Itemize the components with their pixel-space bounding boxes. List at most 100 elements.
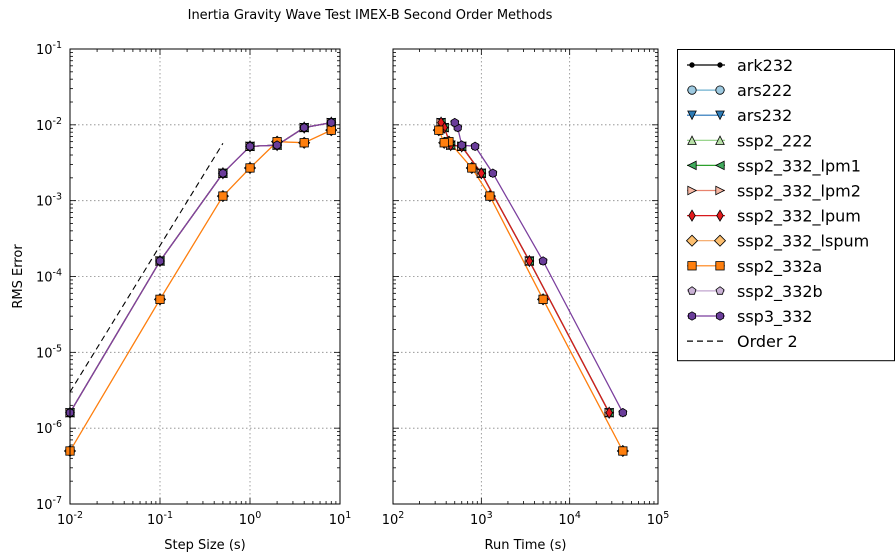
legend-marker [687,286,697,295]
legend-label: ssp2_332a [737,257,822,277]
series-line-ssp2-332-lpum [70,122,332,413]
x-tick-label: 100 [239,510,262,528]
data-point-ssp3-332 [300,122,309,133]
legend-entry: Order 2 [687,332,798,351]
legend-entry: ssp2_222 [687,131,813,151]
legend-marker [687,135,697,145]
plot-panel-1: 10-2 10-1 100 101 10-7 10-6 10-5 10-4 10-3 10-2 10… [11,40,351,553]
y-tick-label: 10-7 [36,495,62,513]
data-point-ssp2-332a [218,191,228,201]
x-tick-label: 10-2 [57,510,83,528]
legend-label: ssp3_332 [737,307,813,327]
legend-marker [715,110,725,121]
legend-entry: ssp2_332a [687,257,822,277]
series-line-ars222 [70,122,332,413]
axes-frame [69,48,341,505]
x-tick-label: 102 [382,510,405,528]
data-point-ssp3-332 [155,256,165,266]
legend-marker [715,85,725,95]
series-line-ark232 [440,122,610,413]
y-tick-label: 10-6 [36,419,62,437]
y-tick-label: 10-5 [36,343,62,361]
legend-entry: ars222 [687,81,792,100]
legend-marker [687,261,697,271]
legend-entry: ssp3_332 [687,307,813,327]
chart-title: Inertia Gravity Wave Test IMEX-B Second … [188,8,553,23]
series-line-ssp3-332 [454,122,624,413]
legend-marker [687,185,698,196]
series-line-ars222 [440,122,610,413]
data-area [70,122,332,452]
series-line-ssp3-332 [70,122,332,413]
axes-frame [392,48,659,505]
x-axis-label: Step Size (s) [164,538,245,553]
legend-marker [715,286,725,295]
legend-marker [715,261,725,271]
data-point-ssp2-332a [245,163,255,173]
y-tick-label: 10-3 [36,192,62,210]
series-line-ssp2-332b [70,122,332,413]
legend-marker [688,209,696,222]
legend-marker [687,311,697,321]
data-point-ssp2-332a [485,191,495,201]
legend-entry: ars232 [687,106,792,125]
series-line-ssp2-332a [70,129,332,452]
legend-label: ars222 [737,81,792,100]
data-point-ssp3-332 [450,117,459,128]
data-point-ssp3-332 [488,168,497,178]
legend-entry: ssp2_332_lpum [687,207,861,227]
series-line-ssp2-222 [70,122,332,413]
legend-label: ark232 [737,56,793,75]
data-point-ssp3-332 [618,408,627,418]
legend-marker [717,62,723,68]
data-point-ssp3-332 [539,256,548,266]
series-line-ssp2-332a [438,129,624,452]
y-axis-label: RMS Error [11,244,26,309]
data-point-ssp2-332a [538,294,548,304]
x-tick-label: 105 [647,510,670,528]
data-point-ssp2-332-lpum [605,406,613,419]
legend: ark232 ars222 ars232 ssp2_222 ssp2_332_lpm1s… [677,49,895,362]
legend-entry: ssp2_332_lspum [685,232,869,252]
x-tick-label: 104 [558,510,581,528]
series-line-ssp2-332-lpm1 [440,122,610,413]
data-point-ssp3-332 [273,140,282,150]
data-point-ssp3-332 [218,168,227,178]
series-line-order 2 [70,143,224,393]
legend-marker [689,62,695,68]
data-point-ssp3-332 [457,140,466,150]
legend-marker [713,234,727,247]
legend-marker [687,110,697,121]
data-point-ssp2-332a [467,163,477,173]
series-line-ssp2-332-lspum [70,129,332,452]
data-point-ssp2-332a [299,138,309,148]
legend-label: ars232 [737,106,792,125]
x-tick-label: 103 [470,510,493,528]
plot-panel-2: 102 103 104 105 Run Time (s) [382,48,670,553]
legend-marker [687,85,697,95]
legend-marker [715,185,726,196]
data-point-ssp2-332a [439,138,449,148]
data-point-ssp3-332 [471,141,480,152]
data-point-ssp3-332 [245,141,255,152]
legend-entry: ssp2_332_lpm1 [686,156,861,176]
series-line-ars232 [440,122,610,413]
legend-marker [715,135,725,145]
series-line-ssp2-332-lspum [438,129,624,452]
legend-entry: ark232 [687,56,793,75]
series-line-ark232 [70,122,332,413]
data-point-ssp3-332 [327,117,336,128]
series-line-ssp2-332-lpm2 [70,122,332,413]
data-point-ssp2-332a [618,446,628,456]
legend-entry: ssp2_332b [687,282,823,302]
series-line-ars232 [70,122,332,413]
legend-label: ssp2_332_lspum [737,232,869,252]
legend-marker [716,209,724,222]
legend-label: ssp2_332_lpm2 [737,182,861,202]
legend-entry: ssp2_332_lpm2 [687,182,861,202]
y-tick-label: 10-2 [36,116,62,134]
y-tick-label: 10-1 [36,40,62,58]
legend-marker [686,160,697,171]
legend-marker [715,311,725,321]
